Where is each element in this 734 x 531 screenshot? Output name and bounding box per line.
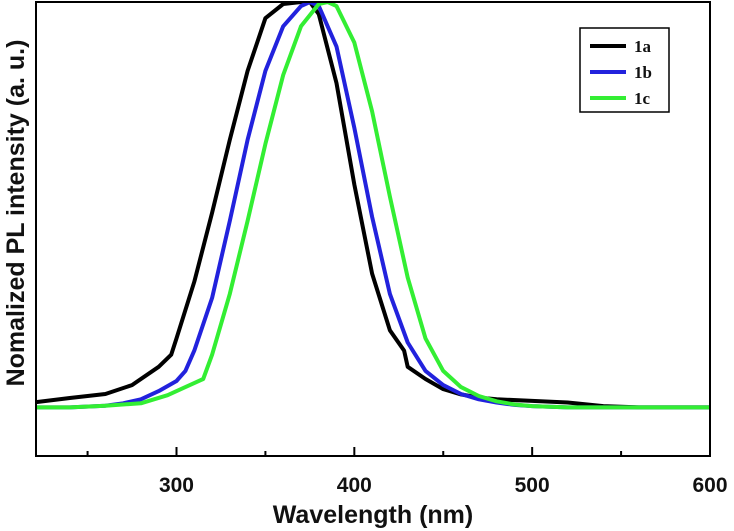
x-tick-label: 300 [159,474,194,497]
y-axis-label: Nomalized PL intensity (a. u.) [2,40,30,387]
x-axis-ticks: 300 400 500 600 [86,447,728,497]
series-line-1a [36,2,710,410]
x-axis-label: Wavelength (nm) [273,501,473,529]
x-tick-label: 600 [692,474,727,497]
series-layer [36,2,710,410]
legend-label-1b: 1b [634,63,652,82]
x-tick-label: 500 [515,474,550,497]
series-line-1c [36,2,710,410]
legend-label-1c: 1c [634,89,651,108]
x-tick-label: 400 [337,474,372,497]
legend: 1a 1b 1c [579,27,670,113]
plot-frame [35,1,711,457]
legend-label-1a: 1a [634,37,652,56]
